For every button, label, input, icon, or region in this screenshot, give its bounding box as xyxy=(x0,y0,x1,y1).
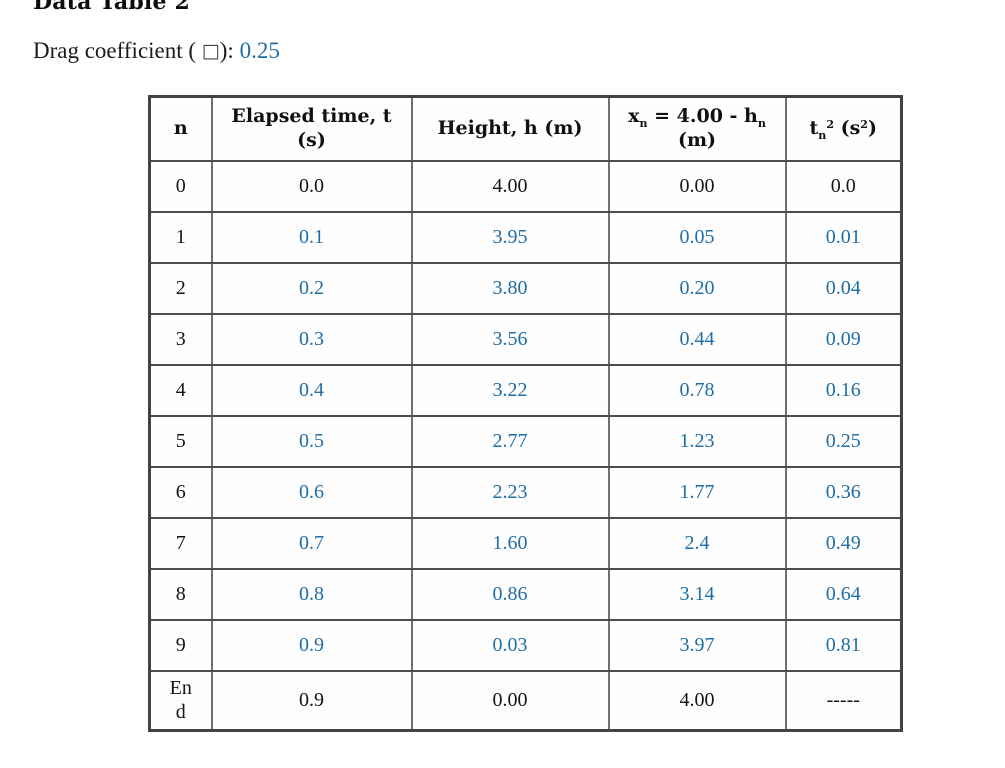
cell-elapsed-time: 0.0 xyxy=(210,159,413,213)
cell-t-squared: ----- xyxy=(784,669,903,732)
cell-elapsed-time: 0.6 xyxy=(210,465,413,519)
cell-x: 1.23 xyxy=(607,414,787,468)
cell-x: 0.20 xyxy=(607,261,787,315)
col-header-n-label: n xyxy=(173,116,188,139)
cell-x: 3.97 xyxy=(607,618,787,672)
cell-t-squared: 0.49 xyxy=(784,516,903,570)
cell-elapsed-time: 0.9 xyxy=(210,618,413,672)
cell-t-squared: 0.36 xyxy=(784,465,903,519)
cell-n: End xyxy=(148,669,213,732)
page-title: Data Table 2 xyxy=(33,0,191,15)
t-subscript-n: n xyxy=(818,128,827,142)
table-row-7: 7 0.7 1.60 2.4 0.49 xyxy=(148,516,903,570)
cell-height: 4.00 xyxy=(410,159,610,213)
col-header-n: n xyxy=(148,95,213,162)
data-table-2: n Elapsed time, t (s) Height, h (m) xn =… xyxy=(148,95,903,732)
s-superscript-2: 2 xyxy=(860,117,868,131)
cell-elapsed-time: 0.1 xyxy=(210,210,413,264)
cell-t-squared: 0.09 xyxy=(784,312,903,366)
cell-t-squared: 0.04 xyxy=(784,261,903,315)
cell-t-squared: 0.81 xyxy=(784,618,903,672)
cell-n: 0 xyxy=(148,159,213,213)
cell-height: 0.00 xyxy=(410,669,610,732)
cell-t-squared: 0.25 xyxy=(784,414,903,468)
cell-x: 0.78 xyxy=(607,363,787,417)
cell-height: 2.23 xyxy=(410,465,610,519)
cell-height: 3.95 xyxy=(410,210,610,264)
cell-n: 8 xyxy=(148,567,213,621)
table-row-end: End 0.9 0.00 4.00 ----- xyxy=(148,669,903,732)
cell-elapsed-time: 0.5 xyxy=(210,414,413,468)
cell-x: 0.00 xyxy=(607,159,787,213)
cell-n: 7 xyxy=(148,516,213,570)
cell-n: 6 xyxy=(148,465,213,519)
cell-height: 3.80 xyxy=(410,261,610,315)
cell-t-squared: 0.16 xyxy=(784,363,903,417)
col-header-x-line2: (m) xyxy=(677,128,717,151)
t-units-open: (s xyxy=(833,116,861,139)
missing-glyph-box: □ xyxy=(201,40,220,62)
table-row-3: 3 0.3 3.56 0.44 0.09 xyxy=(148,312,903,366)
cell-x: 0.44 xyxy=(607,312,787,366)
t-units-close: ) xyxy=(867,116,877,139)
col-header-height-label: Height, h (m) xyxy=(437,116,583,139)
cell-height: 1.60 xyxy=(410,516,610,570)
cell-height: 3.56 xyxy=(410,312,610,366)
end-label: End xyxy=(169,677,192,724)
table-row-2: 2 0.2 3.80 0.20 0.04 xyxy=(148,261,903,315)
table-row-1: 1 0.1 3.95 0.05 0.01 xyxy=(148,210,903,264)
table-row-4: 4 0.4 3.22 0.78 0.16 xyxy=(148,363,903,417)
col-header-elapsed-time: Elapsed time, t (s) xyxy=(210,95,413,162)
cell-n: 3 xyxy=(148,312,213,366)
cell-elapsed-time: 0.9 xyxy=(210,669,413,732)
cell-elapsed-time: 0.7 xyxy=(210,516,413,570)
col-header-elapsed-line1: Elapsed time, t xyxy=(231,105,392,127)
cell-x: 4.00 xyxy=(607,669,787,732)
cell-x: 2.4 xyxy=(607,516,787,570)
cell-n: 2 xyxy=(148,261,213,315)
cell-height: 2.77 xyxy=(410,414,610,468)
col-header-x-line1: xn = 4.00 - hn xyxy=(614,105,781,129)
table-row-5: 5 0.5 2.77 1.23 0.25 xyxy=(148,414,903,468)
data-table-2-container: n Elapsed time, t (s) Height, h (m) xn =… xyxy=(148,95,903,732)
col-header-elapsed-line2: (s) xyxy=(297,128,326,151)
t-symbol: t xyxy=(809,116,819,139)
table-row-8: 8 0.8 0.86 3.14 0.64 xyxy=(148,567,903,621)
cell-height: 0.86 xyxy=(410,567,610,621)
x-symbol: x xyxy=(628,105,640,127)
drag-coefficient-colon: ): xyxy=(219,38,240,63)
cell-elapsed-time: 0.4 xyxy=(210,363,413,417)
drag-coefficient-label: Drag coefficient ( xyxy=(33,38,202,63)
cell-n: 9 xyxy=(148,618,213,672)
cell-x: 1.77 xyxy=(607,465,787,519)
drag-coefficient-line: Drag coefficient ( □): 0.25 xyxy=(33,38,280,64)
cell-n: 5 xyxy=(148,414,213,468)
cell-height: 0.03 xyxy=(410,618,610,672)
cell-elapsed-time: 0.2 xyxy=(210,261,413,315)
x-equation: = 4.00 - h xyxy=(647,105,758,127)
t-superscript-2: 2 xyxy=(826,117,834,131)
drag-coefficient-value: 0.25 xyxy=(239,38,280,63)
header-row: n Elapsed time, t (s) Height, h (m) xn =… xyxy=(148,95,903,162)
cell-n: 1 xyxy=(148,210,213,264)
col-header-t-squared: tn2 (s2) xyxy=(784,95,903,162)
cell-t-squared: 0.01 xyxy=(784,210,903,264)
cell-x: 0.05 xyxy=(607,210,787,264)
x-subscript-n: n xyxy=(639,116,648,130)
cell-t-squared: 0.64 xyxy=(784,567,903,621)
cell-t-squared: 0.0 xyxy=(784,159,903,213)
cell-height: 3.22 xyxy=(410,363,610,417)
cell-n: 4 xyxy=(148,363,213,417)
table-row-6: 6 0.6 2.23 1.77 0.36 xyxy=(148,465,903,519)
cell-elapsed-time: 0.8 xyxy=(210,567,413,621)
col-header-height: Height, h (m) xyxy=(410,95,610,162)
col-header-x: xn = 4.00 - hn (m) xyxy=(607,95,787,162)
table-row-9: 9 0.9 0.03 3.97 0.81 xyxy=(148,618,903,672)
h-subscript-n: n xyxy=(757,116,766,130)
table-row-0: 0 0.0 4.00 0.00 0.0 xyxy=(148,159,903,213)
cell-elapsed-time: 0.3 xyxy=(210,312,413,366)
cell-x: 3.14 xyxy=(607,567,787,621)
